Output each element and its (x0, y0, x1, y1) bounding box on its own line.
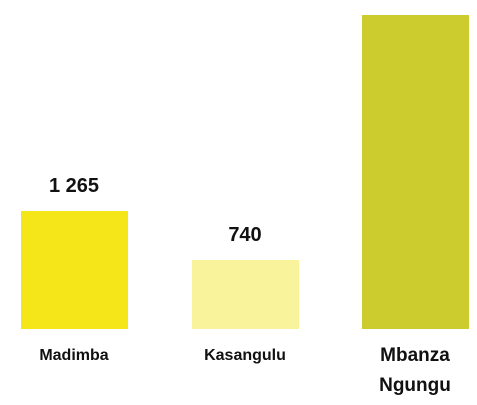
x-tick-label: Kasangulu (204, 347, 286, 364)
x-tick-label: Madimba (39, 347, 109, 364)
bar (191, 259, 299, 329)
bar (361, 14, 469, 329)
x-tick-label: Mbanza Ngungu (379, 345, 451, 396)
value-label: 740 (228, 223, 262, 246)
value-label: 1 265 (48, 174, 100, 197)
bar (20, 210, 128, 329)
